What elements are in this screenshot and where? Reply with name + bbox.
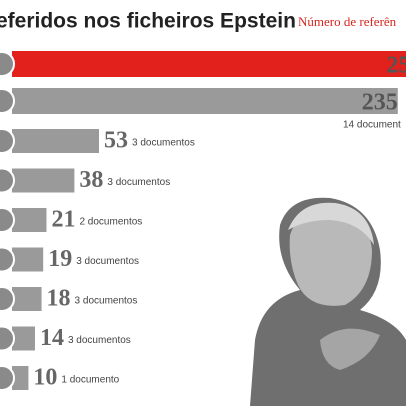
value-label: 53 bbox=[104, 128, 128, 154]
bar bbox=[12, 129, 100, 153]
documents-label: 3 documentos bbox=[132, 138, 195, 149]
value-label: 235 bbox=[362, 90, 398, 116]
bar bbox=[12, 366, 29, 390]
value-label: 21 bbox=[51, 207, 75, 233]
avatar bbox=[0, 365, 15, 391]
documents-label: 3 documentos bbox=[76, 256, 139, 267]
bar bbox=[12, 51, 406, 77]
photo bbox=[250, 197, 406, 406]
bar bbox=[12, 208, 47, 232]
avatar bbox=[0, 128, 15, 154]
value-label: 18 bbox=[47, 286, 71, 312]
value-label: 14 bbox=[40, 325, 64, 351]
avatar bbox=[0, 51, 15, 77]
avatar bbox=[0, 167, 15, 194]
avatar bbox=[0, 207, 15, 233]
chart-subtitle: Número de referên bbox=[298, 14, 397, 29]
avatar bbox=[0, 88, 15, 114]
avatar bbox=[0, 246, 15, 273]
documents-label: 2 documentos bbox=[79, 217, 142, 228]
bar bbox=[12, 88, 398, 114]
documents-label: 1 documento bbox=[61, 375, 119, 386]
value-label: 19 bbox=[48, 246, 72, 272]
chart-title: eferidos nos ficheiros Epstein bbox=[0, 10, 296, 33]
avatar bbox=[0, 325, 15, 352]
avatar bbox=[0, 286, 15, 312]
documents-label: 3 documentos bbox=[107, 177, 170, 188]
bar bbox=[12, 326, 35, 351]
value-label: 10 bbox=[33, 365, 57, 391]
documents-label: 3 documentos bbox=[75, 296, 138, 307]
documents-label: 3 documentos bbox=[68, 335, 131, 346]
bar bbox=[12, 287, 42, 311]
value-label: 250 bbox=[386, 53, 406, 79]
documents-label: 14 document bbox=[343, 120, 401, 131]
bar bbox=[12, 247, 44, 272]
bar bbox=[12, 168, 75, 193]
value-label: 38 bbox=[79, 167, 103, 193]
